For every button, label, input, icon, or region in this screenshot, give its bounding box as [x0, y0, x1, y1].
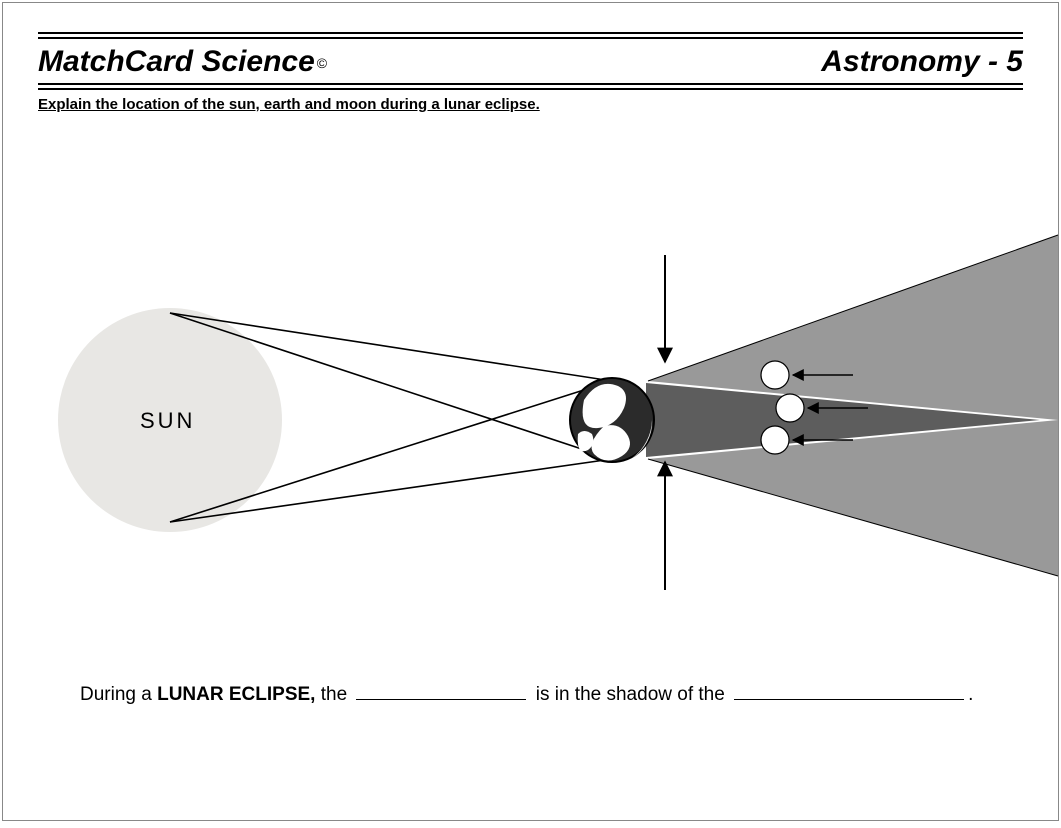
fill-in-sentence: During a LUNAR ECLIPSE, the is in the sh…	[80, 680, 980, 706]
fill-prefix: During a	[80, 684, 157, 705]
earth-globe	[570, 378, 654, 462]
moon-position-2	[776, 394, 804, 422]
fill-mid2: is in the shadow of the	[530, 684, 730, 705]
fill-blank-1[interactable]	[356, 680, 526, 700]
fill-blank-2[interactable]	[734, 680, 964, 700]
fill-mid1: the	[315, 684, 352, 705]
moon-position-3	[761, 426, 789, 454]
moon-position-1	[761, 361, 789, 389]
fill-suffix: .	[968, 684, 973, 705]
sun-label: SUN	[140, 408, 195, 433]
fill-emphasis: LUNAR ECLIPSE,	[157, 684, 315, 705]
